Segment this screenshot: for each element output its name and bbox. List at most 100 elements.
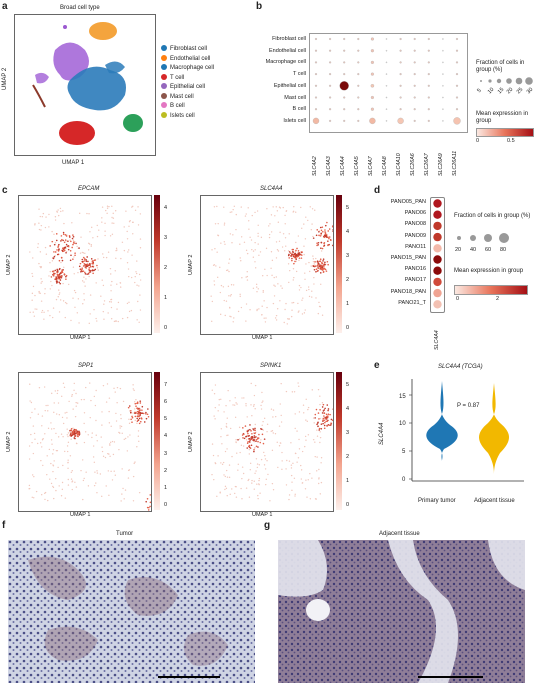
cell-point bbox=[102, 310, 105, 313]
cell-point bbox=[229, 233, 232, 235]
cell-point bbox=[261, 275, 264, 277]
colorbar-tick: 0 bbox=[164, 325, 168, 331]
cell-point bbox=[245, 403, 247, 405]
cell-point bbox=[110, 425, 112, 428]
cell-point bbox=[112, 217, 115, 219]
legend-label: Epithelial cell bbox=[170, 84, 206, 90]
cluster-macrophage bbox=[105, 61, 125, 74]
cell-point bbox=[89, 271, 92, 273]
cell-point bbox=[306, 420, 308, 423]
dotplot-col-label: SLC4A2 bbox=[312, 156, 318, 176]
dotplot-dot bbox=[370, 84, 375, 88]
dotplot-dot bbox=[442, 73, 444, 75]
cell-point bbox=[136, 260, 138, 262]
cell-point bbox=[44, 433, 46, 435]
cell-point bbox=[58, 414, 61, 416]
d-colorbar bbox=[454, 285, 528, 295]
cell-point bbox=[127, 249, 130, 251]
cell-point bbox=[317, 267, 320, 270]
cell-point bbox=[107, 452, 109, 455]
cell-point bbox=[298, 259, 300, 262]
legend-label: Fibroblast cell bbox=[170, 46, 208, 52]
cell-point bbox=[60, 271, 63, 273]
cell-point bbox=[119, 425, 121, 427]
cell-point bbox=[264, 321, 267, 323]
cell-point bbox=[91, 436, 93, 439]
cell-point bbox=[139, 294, 141, 296]
violin-ytick: 0 bbox=[402, 477, 406, 483]
tumor-gland bbox=[184, 631, 228, 666]
cell-point bbox=[229, 307, 231, 309]
cell-point bbox=[43, 318, 45, 320]
cell-point bbox=[74, 291, 77, 294]
dotplot-dot bbox=[413, 61, 416, 64]
cell-point bbox=[279, 207, 282, 209]
cell-point bbox=[56, 449, 59, 452]
cell-point bbox=[74, 252, 76, 254]
cell-point bbox=[90, 399, 92, 402]
cell-point bbox=[41, 446, 43, 448]
cell-point bbox=[316, 456, 318, 458]
cell-point bbox=[29, 417, 32, 419]
cell-point bbox=[69, 431, 71, 433]
cell-point bbox=[47, 499, 49, 502]
cell-point bbox=[64, 301, 67, 304]
cell-point bbox=[302, 297, 304, 299]
dotplot-dot bbox=[427, 37, 430, 41]
cell-point bbox=[53, 427, 55, 430]
cell-point bbox=[128, 410, 131, 412]
cell-point bbox=[251, 435, 254, 438]
cell-point bbox=[221, 443, 223, 445]
dotplot-dot bbox=[442, 108, 444, 110]
dotplot-row-label: PANO08 bbox=[404, 221, 426, 228]
cell-point bbox=[327, 263, 329, 266]
cell-point bbox=[137, 408, 139, 411]
cell-point bbox=[254, 384, 257, 387]
cell-point bbox=[73, 389, 75, 391]
cell-point bbox=[295, 260, 297, 262]
dotplot-dot bbox=[357, 108, 360, 111]
cell-point bbox=[118, 448, 120, 451]
dotplot-dot bbox=[433, 277, 442, 287]
legend-swatch bbox=[161, 83, 167, 90]
dotplot-dot bbox=[433, 244, 442, 253]
dotplot-dot bbox=[385, 49, 388, 52]
cell-point bbox=[227, 389, 229, 392]
cell-point bbox=[240, 487, 242, 490]
dotplot-d-svg bbox=[433, 199, 442, 309]
dotplot-dot bbox=[329, 119, 332, 122]
cell-point bbox=[211, 320, 213, 323]
cell-point bbox=[52, 485, 54, 488]
cell-point bbox=[214, 406, 217, 409]
cell-point bbox=[93, 461, 96, 463]
cell-point bbox=[115, 320, 118, 322]
cell-point bbox=[223, 222, 226, 224]
cell-point bbox=[138, 285, 140, 287]
dotplot-dot bbox=[433, 232, 442, 242]
cell-point bbox=[298, 254, 301, 256]
cell-point bbox=[287, 254, 290, 257]
cell-point bbox=[33, 432, 36, 435]
cell-point bbox=[126, 238, 129, 240]
panel-letter-e: e bbox=[374, 360, 380, 371]
cell-point bbox=[75, 242, 77, 245]
cell-point bbox=[28, 484, 31, 487]
cell-point bbox=[93, 269, 95, 272]
cell-point bbox=[60, 256, 63, 259]
cell-point bbox=[44, 491, 47, 494]
cell-point bbox=[310, 265, 312, 267]
size-legend-tick: 20 bbox=[506, 86, 515, 96]
cell-point bbox=[74, 437, 76, 440]
cell-point bbox=[86, 212, 88, 215]
cell-point bbox=[104, 222, 106, 225]
cell-point bbox=[67, 432, 70, 434]
dotplot-dot bbox=[427, 73, 430, 76]
cell-point bbox=[232, 234, 234, 236]
cell-point bbox=[253, 439, 256, 441]
cell-point bbox=[305, 439, 307, 441]
colorbar-tick: 4 bbox=[164, 205, 168, 211]
dotplot-row-label: PANO18_PAN bbox=[390, 288, 426, 295]
cell-point bbox=[316, 229, 319, 231]
cell-point bbox=[294, 252, 296, 255]
cell-point bbox=[275, 206, 277, 208]
